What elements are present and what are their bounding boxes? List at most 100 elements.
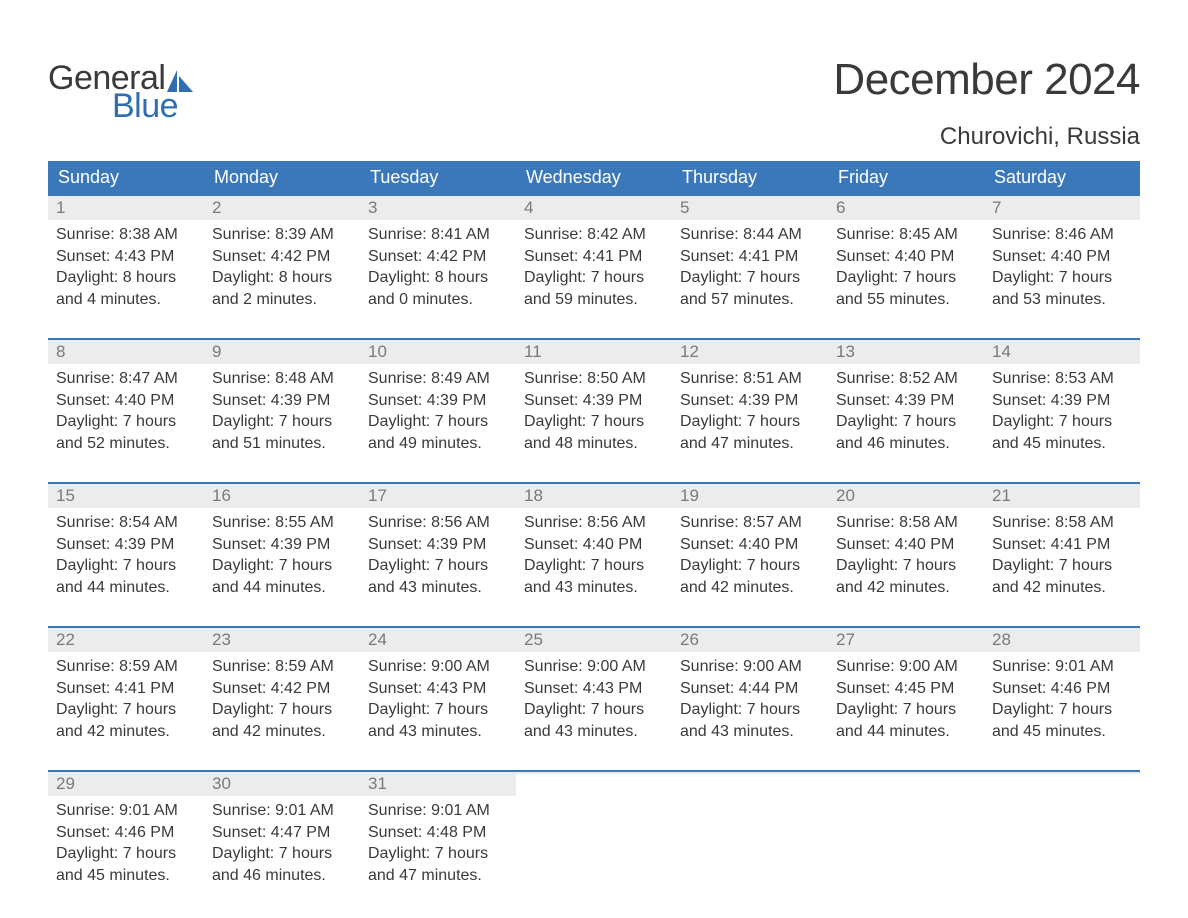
day-d1: Daylight: 7 hours [836, 411, 976, 433]
day-body: Sunrise: 8:48 AMSunset: 4:39 PMDaylight:… [204, 364, 360, 460]
day-number: 18 [516, 484, 672, 508]
day-sunset: Sunset: 4:44 PM [680, 678, 820, 700]
calendar-week: 29Sunrise: 9:01 AMSunset: 4:46 PMDayligh… [48, 770, 1140, 898]
day-sunset: Sunset: 4:40 PM [524, 534, 664, 556]
day-sunset: Sunset: 4:45 PM [836, 678, 976, 700]
page-header: General Blue December 2024 Churovichi, R… [48, 55, 1140, 151]
day-number-row: 28 [984, 626, 1140, 652]
day-sunrise: Sunrise: 9:01 AM [368, 800, 508, 822]
day-number: 20 [828, 484, 984, 508]
day-body: Sunrise: 9:00 AMSunset: 4:43 PMDaylight:… [360, 652, 516, 748]
day-body: Sunrise: 8:39 AMSunset: 4:42 PMDaylight:… [204, 220, 360, 316]
day-d2: and 51 minutes. [212, 433, 352, 455]
col-saturday: Saturday [984, 161, 1140, 194]
day-number: 9 [204, 340, 360, 364]
day-d1: Daylight: 7 hours [680, 411, 820, 433]
day-number-row: 29 [48, 770, 204, 796]
day-number-row: 5 [672, 194, 828, 220]
calendar-cell [516, 770, 672, 898]
day-number: 25 [516, 628, 672, 652]
calendar-week: 1Sunrise: 8:38 AMSunset: 4:43 PMDaylight… [48, 194, 1140, 322]
day-d2: and 47 minutes. [368, 865, 508, 887]
day-body: Sunrise: 8:38 AMSunset: 4:43 PMDaylight:… [48, 220, 204, 316]
day-number: 4 [516, 196, 672, 220]
day-sunrise: Sunrise: 8:51 AM [680, 368, 820, 390]
day-d1: Daylight: 7 hours [836, 555, 976, 577]
day-number-row: 19 [672, 482, 828, 508]
day-body: Sunrise: 8:46 AMSunset: 4:40 PMDaylight:… [984, 220, 1140, 316]
day-sunrise: Sunrise: 8:46 AM [992, 224, 1132, 246]
calendar-cell: 10Sunrise: 8:49 AMSunset: 4:39 PMDayligh… [360, 338, 516, 466]
day-d2: and 57 minutes. [680, 289, 820, 311]
day-number: 29 [48, 772, 204, 796]
day-d1: Daylight: 7 hours [992, 267, 1132, 289]
day-sunset: Sunset: 4:46 PM [56, 822, 196, 844]
day-sunrise: Sunrise: 8:58 AM [992, 512, 1132, 534]
day-number: 19 [672, 484, 828, 508]
day-number: 17 [360, 484, 516, 508]
calendar-cell: 2Sunrise: 8:39 AMSunset: 4:42 PMDaylight… [204, 194, 360, 322]
calendar-cell: 19Sunrise: 8:57 AMSunset: 4:40 PMDayligh… [672, 482, 828, 610]
day-d2: and 46 minutes. [212, 865, 352, 887]
day-number-row [984, 770, 1140, 774]
day-body: Sunrise: 8:56 AMSunset: 4:39 PMDaylight:… [360, 508, 516, 604]
calendar-cell: 6Sunrise: 8:45 AMSunset: 4:40 PMDaylight… [828, 194, 984, 322]
day-sunset: Sunset: 4:40 PM [836, 534, 976, 556]
day-number-row: 27 [828, 626, 984, 652]
day-number: 22 [48, 628, 204, 652]
calendar-cell: 3Sunrise: 8:41 AMSunset: 4:42 PMDaylight… [360, 194, 516, 322]
day-sunrise: Sunrise: 8:56 AM [524, 512, 664, 534]
calendar-cell: 18 Sunrise: 8:56 AMSunset: 4:40 PMDayligh… [516, 482, 672, 610]
day-d2: and 43 minutes. [368, 721, 508, 743]
day-d2: and 49 minutes. [368, 433, 508, 455]
calendar-cell: 30Sunrise: 9:01 AMSunset: 4:47 PMDayligh… [204, 770, 360, 898]
day-d1: Daylight: 7 hours [524, 555, 664, 577]
day-number-row: 30 [204, 770, 360, 796]
calendar-cell: 13Sunrise: 8:52 AMSunset: 4:39 PMDayligh… [828, 338, 984, 466]
day-sunset: Sunset: 4:40 PM [680, 534, 820, 556]
day-d1: Daylight: 7 hours [524, 699, 664, 721]
day-body: Sunrise: 8:58 AMSunset: 4:40 PMDaylight:… [828, 508, 984, 604]
logo: General Blue [48, 61, 195, 123]
calendar-cell: 23Sunrise: 8:59 AMSunset: 4:42 PMDayligh… [204, 626, 360, 754]
day-d1: Daylight: 7 hours [836, 699, 976, 721]
day-d1: Daylight: 7 hours [836, 267, 976, 289]
col-wednesday: Wednesday [516, 161, 672, 194]
day-number-row: 10 [360, 338, 516, 364]
day-sunrise: Sunrise: 8:50 AM [524, 368, 664, 390]
day-sunrise: Sunrise: 8:55 AM [212, 512, 352, 534]
day-number: 26 [672, 628, 828, 652]
day-number: 5 [672, 196, 828, 220]
day-number-row: 26 [672, 626, 828, 652]
day-d1: Daylight: 7 hours [524, 267, 664, 289]
day-number-row: 22 [48, 626, 204, 652]
calendar-week: 8Sunrise: 8:47 AMSunset: 4:40 PMDaylight… [48, 338, 1140, 466]
day-sunset: Sunset: 4:46 PM [992, 678, 1132, 700]
calendar-cell: 7Sunrise: 8:46 AMSunset: 4:40 PMDaylight… [984, 194, 1140, 322]
calendar-cell: 5Sunrise: 8:44 AMSunset: 4:41 PMDaylight… [672, 194, 828, 322]
calendar-cell: 21Sunrise: 8:58 AMSunset: 4:41 PMDayligh… [984, 482, 1140, 610]
day-sunrise: Sunrise: 9:00 AM [836, 656, 976, 678]
day-sunrise: Sunrise: 8:58 AM [836, 512, 976, 534]
day-number-row: 8 [48, 338, 204, 364]
day-number-row: 24 [360, 626, 516, 652]
location-label: Churovichi, Russia [833, 123, 1140, 151]
day-number: 30 [204, 772, 360, 796]
day-body: Sunrise: 8:54 AMSunset: 4:39 PMDaylight:… [48, 508, 204, 604]
col-tuesday: Tuesday [360, 161, 516, 194]
day-body: Sunrise: 8:55 AMSunset: 4:39 PMDaylight:… [204, 508, 360, 604]
day-number-row: 1 [48, 194, 204, 220]
calendar-cell [672, 770, 828, 898]
calendar-cell: 28Sunrise: 9:01 AMSunset: 4:46 PMDayligh… [984, 626, 1140, 754]
day-number-row: 17 [360, 482, 516, 508]
calendar-cell: 14Sunrise: 8:53 AMSunset: 4:39 PMDayligh… [984, 338, 1140, 466]
day-number-row: 2 [204, 194, 360, 220]
day-sunrise: Sunrise: 9:00 AM [680, 656, 820, 678]
day-body: Sunrise: 8:45 AMSunset: 4:40 PMDaylight:… [828, 220, 984, 316]
day-sunset: Sunset: 4:39 PM [212, 534, 352, 556]
day-d2: and 44 minutes. [56, 577, 196, 599]
day-number: 24 [360, 628, 516, 652]
day-number-row: 7 [984, 194, 1140, 220]
day-sunset: Sunset: 4:41 PM [992, 534, 1132, 556]
day-d2: and 42 minutes. [212, 721, 352, 743]
